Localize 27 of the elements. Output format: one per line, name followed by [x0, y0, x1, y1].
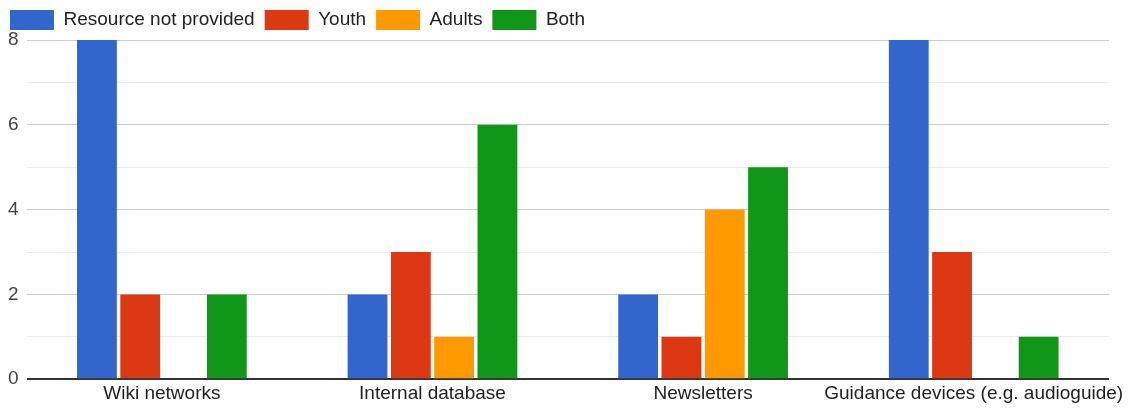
bar [347, 294, 388, 379]
legend-label: Resource not provided [63, 8, 255, 30]
y-tick-label: 8 [7, 28, 19, 50]
legend-label: Youth [318, 8, 367, 30]
bar [748, 167, 788, 379]
x-tick-label: Internal database [359, 381, 506, 403]
bar [477, 124, 518, 379]
x-tick-label: Newsletters [653, 381, 753, 403]
bar [206, 294, 247, 379]
bar [434, 336, 475, 379]
x-tick-label: Wiki networks [103, 381, 221, 403]
y-tick-label: 2 [7, 282, 19, 304]
bar [932, 252, 972, 379]
y-tick-label: 0 [7, 367, 19, 389]
bar [888, 40, 929, 379]
y-tick-label: 4 [7, 197, 19, 219]
bar [390, 252, 431, 379]
bar [120, 294, 161, 379]
legend-label: Both [545, 8, 585, 30]
bar [1018, 336, 1059, 379]
bar [661, 336, 702, 379]
y-tick-label: 6 [7, 113, 19, 135]
bar [77, 40, 117, 379]
bar [704, 209, 745, 379]
bar [618, 294, 659, 379]
x-tick-label: Guidance devices (e.g. audioguide) [824, 381, 1124, 403]
legend-label: Adults [429, 8, 483, 30]
